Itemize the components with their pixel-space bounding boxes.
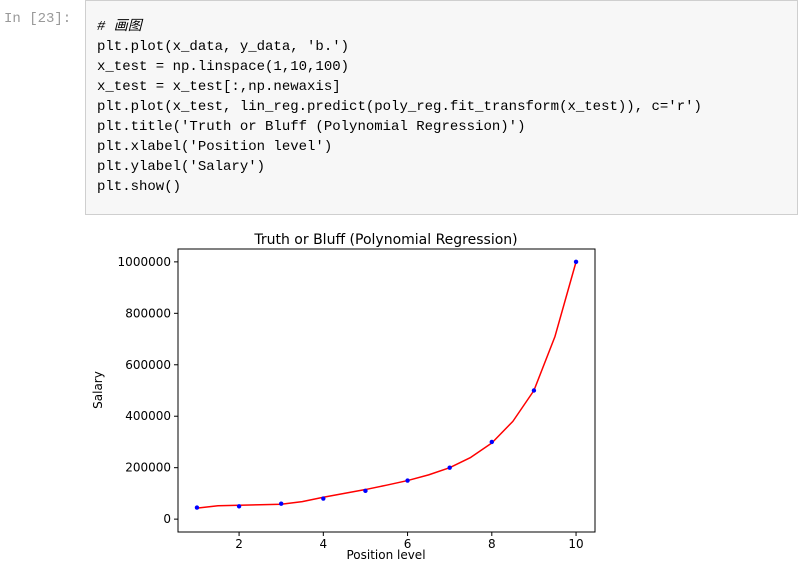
y-tick-label: 0 (163, 512, 171, 526)
data-point (573, 259, 579, 265)
x-tick-label: 8 (488, 537, 496, 551)
y-tick-label: 400000 (125, 409, 171, 423)
code-line: x_test = x_test[:,np.newaxis] (97, 79, 341, 95)
x-tick-label: 10 (568, 537, 583, 551)
code-line: plt.plot(x_data, y_data, 'b.') (97, 39, 349, 55)
x-axis-label: Position level (346, 548, 425, 562)
code-line: plt.title('Truth or Bluff (Polynomial Re… (97, 119, 525, 135)
code-block: # 画图 plt.plot(x_data, y_data, 'b.') x_test… (97, 18, 702, 195)
data-point (531, 388, 537, 393)
y-axis-label: Salary (91, 371, 105, 409)
code-cell[interactable] (85, 0, 798, 215)
chart-title: Truth or Bluff (Polynomial Regression) (253, 232, 517, 248)
data-point (447, 465, 452, 470)
data-point (405, 478, 410, 483)
plot: 2 4 6 8 10 0 200000 400000 600000 800000 1000000 (118, 255, 584, 551)
data-point (194, 505, 200, 510)
y-tick-label: 1000000 (118, 255, 171, 269)
data-point (278, 501, 284, 506)
code-line: plt.xlabel('Position level') (97, 139, 332, 155)
code-line: plt.plot(x_test, lin_reg.predict(poly_re… (97, 99, 702, 115)
cell-prompt: In [23]: (4, 11, 71, 27)
data-point (236, 504, 242, 509)
data-point (489, 439, 495, 445)
code-line: plt.show() (97, 179, 181, 195)
code-line: # 画图 (97, 18, 144, 35)
fit-line (196, 261, 577, 509)
y-tick-label: 200000 (125, 461, 171, 475)
y-tick-label: 600000 (125, 358, 171, 372)
data-point (363, 488, 368, 494)
data-point (321, 496, 326, 501)
x-tick-label: 6 (404, 537, 412, 551)
x-tick-label: 2 (235, 537, 243, 551)
code-line: plt.ylabel('Salary') (97, 159, 265, 175)
x-tick-label: 4 (319, 537, 327, 551)
y-tick-label: 800000 (125, 306, 171, 320)
code-line: x_test = np.linspace(1,10,100) (97, 59, 349, 75)
